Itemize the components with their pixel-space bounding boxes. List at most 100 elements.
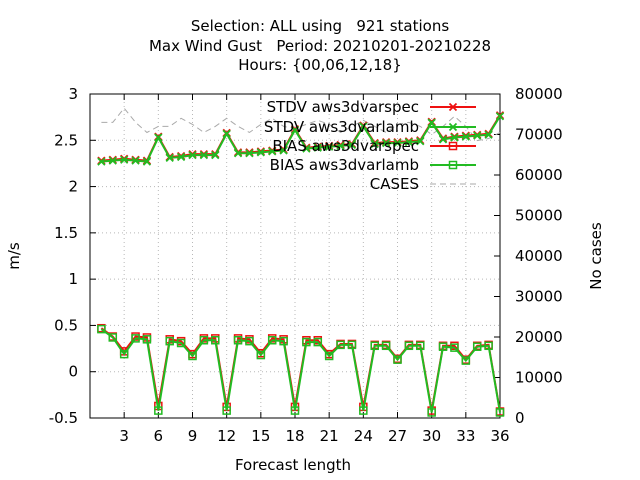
- series-point-1: [108, 156, 117, 165]
- series-point-1: [427, 118, 436, 127]
- series-point-3: [370, 341, 379, 351]
- series-point-3: [142, 335, 152, 344]
- x-tick-label: 21: [320, 427, 339, 445]
- series-point-1: [438, 135, 448, 144]
- y2-tick-label: 30000: [515, 288, 563, 306]
- series-point-3: [245, 336, 254, 346]
- series-point-1: [268, 147, 277, 156]
- series-point-3: [336, 340, 345, 350]
- x-tick-label: 27: [388, 427, 407, 445]
- x-tick-label: 24: [354, 427, 373, 445]
- series-point-1: [450, 133, 459, 142]
- series-point-3: [324, 351, 334, 361]
- series-point-1: [233, 149, 243, 158]
- chart-title-line-1: Selection: ALL using 921 stations: [190, 17, 450, 35]
- series-point-1: [120, 155, 129, 164]
- x-tick-label: 12: [217, 427, 236, 445]
- series-point-3: [381, 341, 391, 351]
- series-point-1: [495, 112, 505, 121]
- y-tick-label: 0.5: [54, 316, 78, 334]
- y-tick-label: 1.5: [54, 224, 78, 242]
- y2-tick-label: 0: [515, 409, 525, 427]
- y2-tick-label: 60000: [515, 166, 563, 184]
- legend-label-3: BIAS aws3dvarlamb: [270, 156, 419, 174]
- legend-marker-0: [448, 102, 458, 112]
- legend-label-2: BIAS aws3dvarspec: [272, 137, 419, 155]
- x-tick-label: 9: [188, 427, 198, 445]
- series-point-1: [142, 157, 152, 166]
- series-point-1: [97, 157, 106, 166]
- series-point-3: [393, 355, 402, 364]
- series-point-3: [472, 342, 482, 351]
- y-tick-label: 3: [68, 85, 78, 103]
- series-point-3: [438, 342, 448, 351]
- series-point-3: [131, 334, 140, 343]
- series-point-1: [484, 130, 493, 139]
- series-point-1: [381, 138, 391, 148]
- series-point-1: [325, 142, 334, 151]
- series-point-1: [370, 139, 379, 149]
- series-point-1: [404, 138, 414, 147]
- series-point-3: [222, 406, 231, 415]
- chart-title-line-3: Hours: {00,06,12,18}: [238, 56, 402, 74]
- legend-marker-1: [448, 122, 458, 132]
- series-point-3: [211, 335, 220, 345]
- series-point-1: [165, 153, 174, 163]
- series-point-3: [416, 341, 425, 351]
- series-point-3: [427, 408, 436, 417]
- series-point-1: [211, 150, 220, 160]
- y-axis-title: m/s: [5, 242, 23, 270]
- series-point-3: [495, 408, 505, 417]
- x-tick-label: 18: [285, 427, 304, 445]
- x-tick-label: 6: [154, 427, 164, 445]
- legend-label-0: STDV aws3dvarspec: [267, 98, 419, 116]
- series-point-1: [302, 144, 311, 153]
- series-point-1: [473, 131, 482, 140]
- series-point-3: [313, 337, 323, 347]
- series-point-3: [404, 341, 414, 351]
- series-point-3: [165, 336, 174, 346]
- series-point-1: [313, 143, 322, 152]
- series-point-1: [336, 141, 345, 150]
- x-tick-label: 3: [119, 427, 129, 445]
- series-line-4: [101, 107, 501, 142]
- legend-marker-3: [448, 160, 458, 170]
- series-point-1: [347, 140, 357, 150]
- series-point-1: [131, 156, 140, 165]
- series-point-1: [461, 132, 470, 141]
- y2-tick-label: 10000: [515, 369, 563, 387]
- series-point-3: [359, 406, 368, 415]
- x-tick-label: 15: [251, 427, 270, 445]
- series-point-3: [233, 335, 243, 345]
- y2-tick-label: 70000: [515, 126, 563, 144]
- y-tick-label: -0.5: [49, 409, 78, 427]
- series-point-1: [188, 150, 197, 160]
- series-point-1: [199, 150, 209, 160]
- series-point-1: [222, 129, 231, 138]
- series-point-3: [484, 341, 493, 351]
- x-tick-label: 30: [422, 427, 441, 445]
- series-point-1: [245, 149, 254, 158]
- series-point-3: [461, 356, 471, 365]
- y2-tick-label: 80000: [515, 85, 563, 103]
- series-point-3: [267, 335, 277, 345]
- legend-label-4: CASES: [370, 175, 419, 193]
- series-point-1: [393, 138, 402, 148]
- series-point-1: [279, 146, 288, 155]
- series-point-3: [119, 349, 129, 359]
- series-point-1: [176, 152, 186, 162]
- legend-marker-2: [448, 141, 458, 151]
- series-point-3: [290, 406, 300, 415]
- series-point-3: [302, 337, 311, 347]
- series-point-3: [176, 338, 186, 348]
- series-point-1: [256, 148, 265, 157]
- x-tick-label: 33: [456, 427, 475, 445]
- y2-axis-title: No cases: [587, 222, 605, 290]
- series-point-1: [290, 125, 300, 135]
- series-point-1: [359, 122, 368, 131]
- y2-tick-label: 20000: [515, 328, 563, 346]
- chart-title-line-2: Max Wind Gust Period: 20210201-20210228: [148, 37, 492, 55]
- series-point-3: [279, 336, 288, 346]
- series-point-3: [154, 406, 163, 415]
